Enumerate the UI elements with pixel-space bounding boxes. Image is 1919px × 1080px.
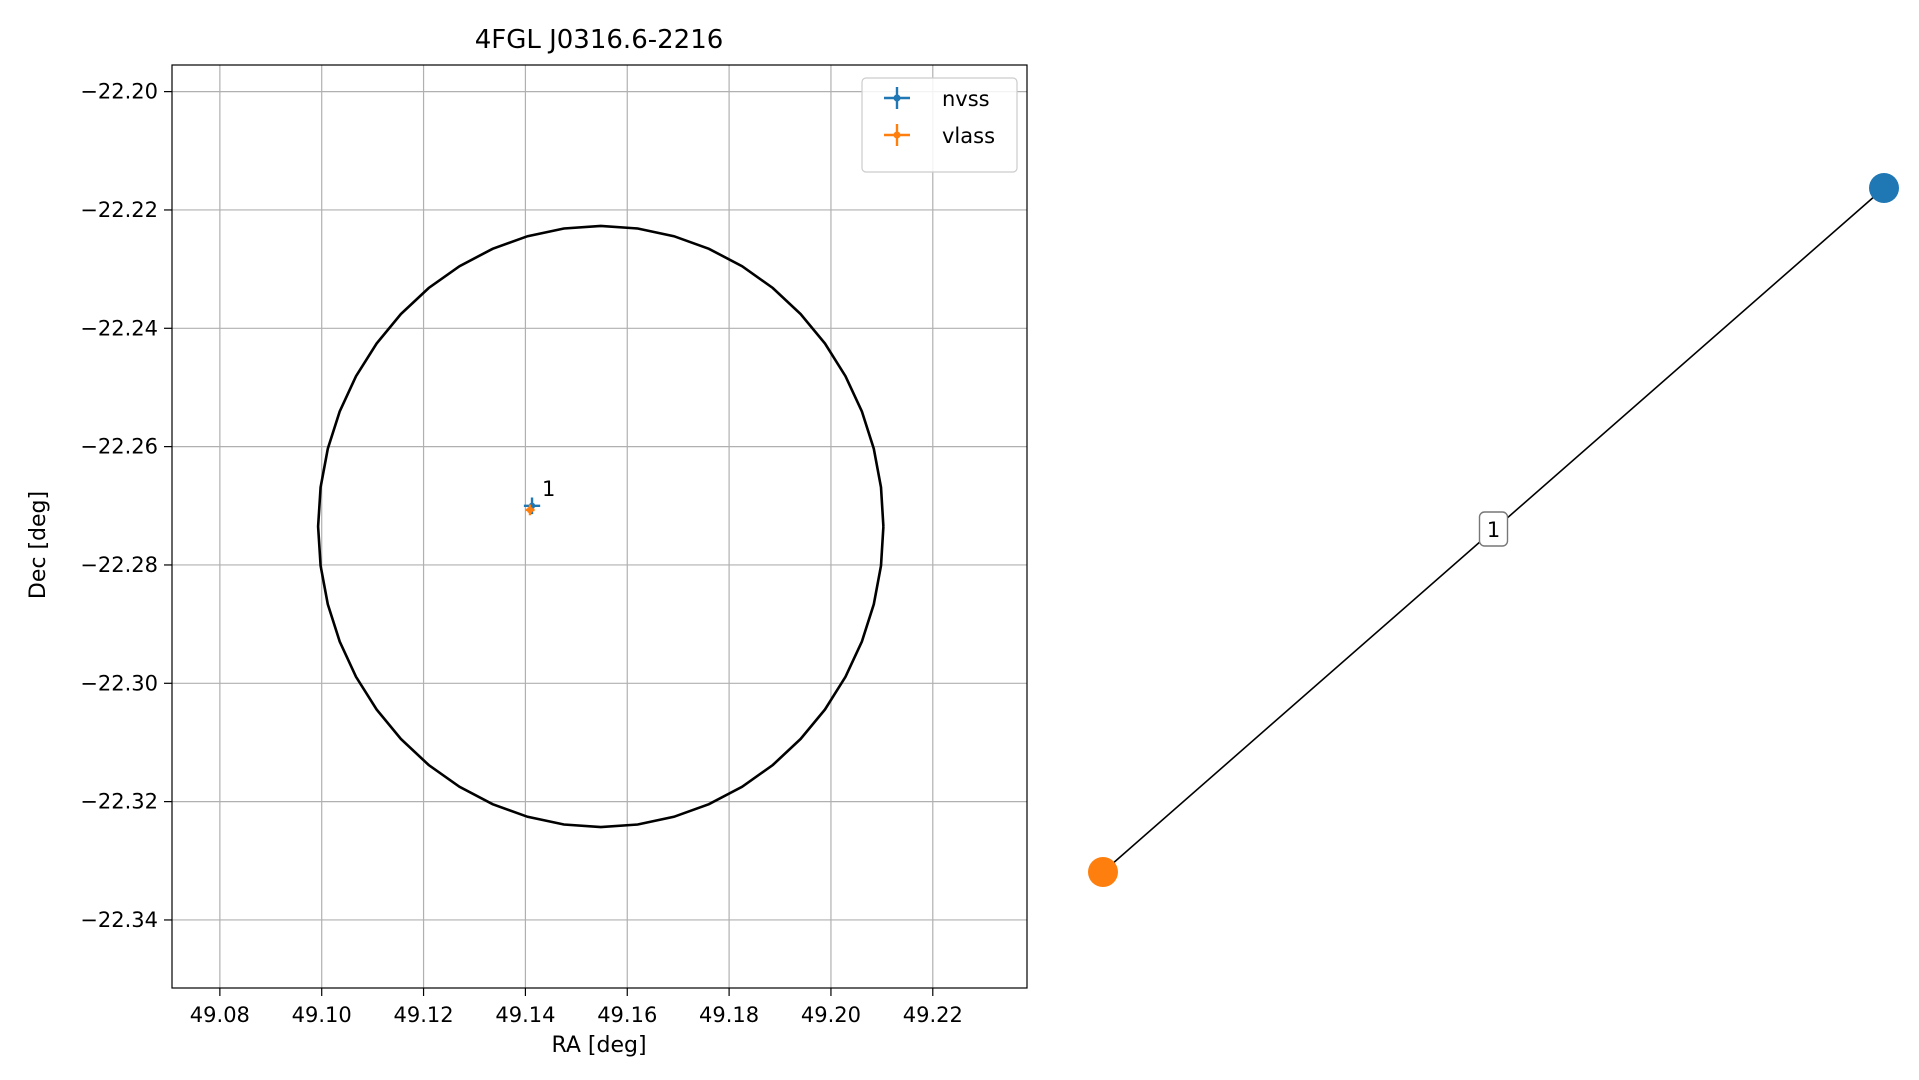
error-ellipse [316, 224, 885, 829]
x-tick-label: 49.08 [190, 1003, 250, 1027]
y-ticks: −22.20 −22.22 −22.24 −22.26 −22.28 −22.30 −22.… [80, 80, 172, 932]
graph-node-nvss [1869, 173, 1899, 203]
edge-label: 1 [1487, 518, 1500, 542]
y-tick-label: −22.28 [80, 553, 158, 577]
points-layer: 1 [523, 477, 555, 516]
graph-panel: 1 [1088, 173, 1899, 887]
x-ticks: 49.08 49.10 49.12 49.14 49.16 49.18 49.20 49.22 [190, 988, 963, 1027]
axes-frame [171, 64, 1028, 989]
x-tick-label: 49.20 [801, 1003, 861, 1027]
point-vlass [526, 506, 534, 514]
y-tick-label: −22.32 [80, 790, 158, 814]
legend-label-nvss: nvss [942, 87, 990, 111]
y-tick-label: −22.20 [80, 80, 158, 104]
edge-label-box [1478, 511, 1509, 547]
x-axis-label: RA [deg] [551, 1033, 646, 1058]
x-tick-label: 49.10 [292, 1003, 352, 1027]
point-annotation: 1 [542, 477, 555, 501]
graph-node-vlass [1088, 857, 1118, 887]
x-tick-label: 49.22 [903, 1003, 963, 1027]
legend-label-vlass: vlass [942, 124, 995, 148]
x-tick-label: 49.18 [699, 1003, 759, 1027]
x-tick-label: 49.14 [495, 1003, 555, 1027]
ellipse-layer [316, 224, 885, 829]
y-tick-label: −22.30 [80, 671, 158, 695]
chart-title: 4FGL J0316.6-2216 [475, 25, 724, 55]
legend-marker-nvss [893, 94, 901, 102]
y-tick-label: −22.24 [80, 316, 158, 340]
legend: nvss vlass [861, 77, 1018, 173]
y-tick-label: −22.22 [80, 198, 158, 222]
x-tick-label: 49.12 [393, 1003, 453, 1027]
grid [172, 65, 1027, 988]
y-axis-label: Dec [deg] [26, 491, 51, 599]
x-tick-label: 49.16 [597, 1003, 657, 1027]
legend-box [861, 77, 1018, 173]
y-tick-label: −22.34 [80, 908, 158, 932]
y-tick-label: −22.26 [80, 435, 158, 459]
legend-marker-vlass [893, 131, 901, 139]
